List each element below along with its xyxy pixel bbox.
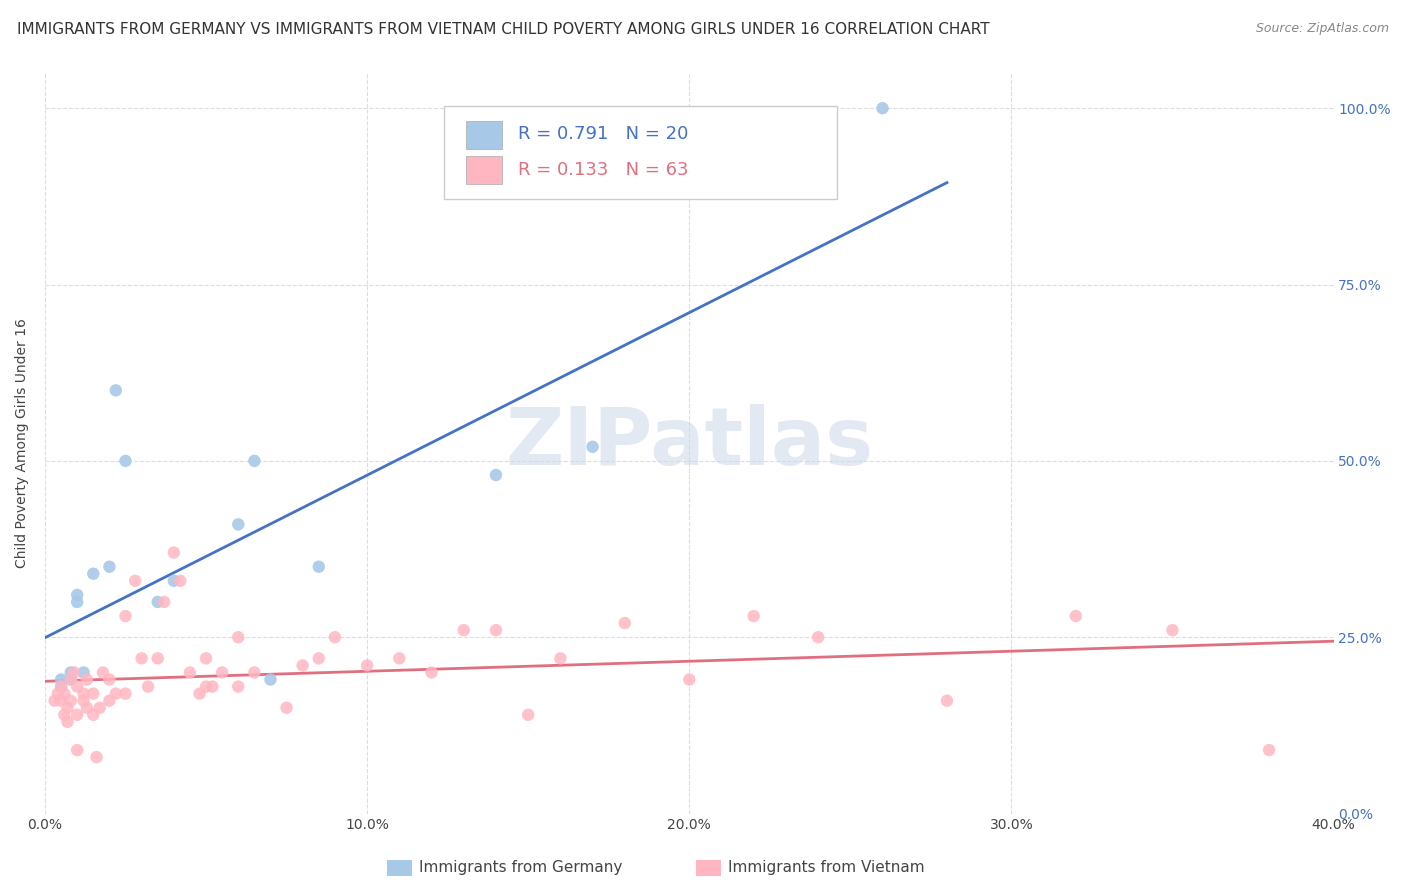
Point bbox=[179, 665, 201, 680]
Point bbox=[291, 658, 314, 673]
Point bbox=[49, 680, 72, 694]
Point bbox=[211, 665, 233, 680]
Point bbox=[63, 665, 86, 680]
Point bbox=[308, 559, 330, 574]
Point bbox=[98, 559, 121, 574]
Point bbox=[388, 651, 411, 665]
Text: R = 0.133   N = 63: R = 0.133 N = 63 bbox=[517, 161, 689, 179]
Point bbox=[550, 651, 572, 665]
FancyBboxPatch shape bbox=[467, 156, 502, 184]
Point bbox=[323, 630, 346, 644]
Point bbox=[153, 595, 176, 609]
Point bbox=[1258, 743, 1281, 757]
Point bbox=[44, 694, 66, 708]
Point bbox=[59, 694, 82, 708]
Point bbox=[259, 673, 281, 687]
Point bbox=[72, 694, 94, 708]
Point bbox=[53, 687, 76, 701]
Point bbox=[485, 468, 508, 483]
Point bbox=[581, 440, 603, 454]
Point bbox=[66, 588, 89, 602]
Point bbox=[453, 623, 475, 637]
Point bbox=[82, 566, 104, 581]
Point bbox=[131, 651, 153, 665]
Point bbox=[226, 680, 249, 694]
Point bbox=[243, 454, 266, 468]
Point bbox=[243, 665, 266, 680]
Point bbox=[356, 658, 378, 673]
Point bbox=[1064, 609, 1087, 624]
Point bbox=[1161, 623, 1184, 637]
Point bbox=[49, 680, 72, 694]
Point bbox=[46, 687, 69, 701]
Point bbox=[104, 384, 127, 398]
Point bbox=[66, 680, 89, 694]
Point bbox=[136, 680, 159, 694]
Point bbox=[195, 680, 218, 694]
Point bbox=[146, 595, 169, 609]
Point bbox=[188, 687, 211, 701]
Text: Immigrants from Germany: Immigrants from Germany bbox=[419, 860, 623, 874]
Point bbox=[91, 665, 114, 680]
Point bbox=[114, 687, 136, 701]
FancyBboxPatch shape bbox=[444, 106, 838, 199]
Point bbox=[98, 673, 121, 687]
Point bbox=[613, 616, 636, 631]
Point bbox=[872, 101, 894, 115]
Text: Source: ZipAtlas.com: Source: ZipAtlas.com bbox=[1256, 22, 1389, 36]
Point bbox=[114, 454, 136, 468]
Point bbox=[807, 630, 830, 644]
Point bbox=[59, 665, 82, 680]
Point bbox=[98, 694, 121, 708]
Point bbox=[308, 651, 330, 665]
Point bbox=[56, 700, 79, 714]
Point bbox=[72, 687, 94, 701]
Point bbox=[86, 750, 108, 764]
Point bbox=[276, 700, 298, 714]
Point bbox=[66, 595, 89, 609]
Point bbox=[195, 651, 218, 665]
Point bbox=[49, 673, 72, 687]
Y-axis label: Child Poverty Among Girls Under 16: Child Poverty Among Girls Under 16 bbox=[15, 318, 30, 568]
Point bbox=[72, 665, 94, 680]
Text: Immigrants from Vietnam: Immigrants from Vietnam bbox=[728, 860, 925, 874]
Point bbox=[163, 574, 186, 588]
Point bbox=[420, 665, 443, 680]
Point bbox=[66, 707, 89, 722]
Point bbox=[76, 700, 98, 714]
Point bbox=[89, 700, 111, 714]
Point bbox=[169, 574, 191, 588]
Point bbox=[201, 680, 224, 694]
Text: R = 0.791   N = 20: R = 0.791 N = 20 bbox=[517, 126, 689, 144]
Point bbox=[82, 707, 104, 722]
Point bbox=[517, 707, 540, 722]
Point bbox=[485, 623, 508, 637]
Point bbox=[226, 517, 249, 532]
Point bbox=[59, 673, 82, 687]
Point bbox=[104, 687, 127, 701]
Point bbox=[146, 651, 169, 665]
Point bbox=[66, 743, 89, 757]
Text: ZIPatlas: ZIPatlas bbox=[505, 404, 873, 483]
Point bbox=[114, 609, 136, 624]
Point bbox=[678, 673, 700, 687]
Text: IMMIGRANTS FROM GERMANY VS IMMIGRANTS FROM VIETNAM CHILD POVERTY AMONG GIRLS UND: IMMIGRANTS FROM GERMANY VS IMMIGRANTS FR… bbox=[17, 22, 990, 37]
Point bbox=[163, 545, 186, 559]
Point bbox=[76, 673, 98, 687]
Point bbox=[49, 694, 72, 708]
Point bbox=[226, 630, 249, 644]
FancyBboxPatch shape bbox=[467, 121, 502, 149]
Point bbox=[82, 687, 104, 701]
Point bbox=[59, 673, 82, 687]
Point bbox=[53, 707, 76, 722]
Point bbox=[742, 609, 765, 624]
Point bbox=[124, 574, 146, 588]
Point bbox=[56, 714, 79, 729]
Point bbox=[936, 694, 959, 708]
